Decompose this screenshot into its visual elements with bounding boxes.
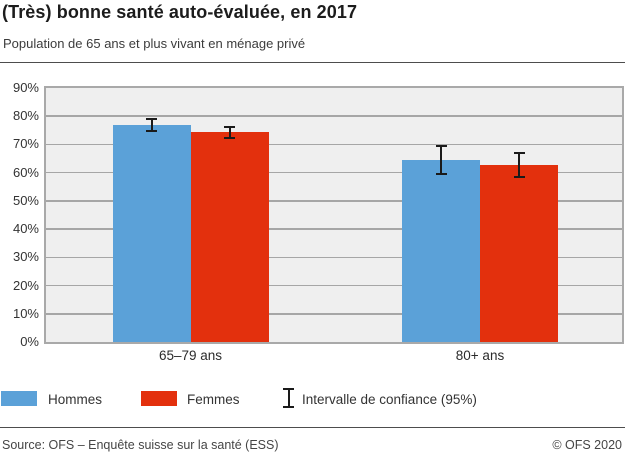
y-axis-tick-label: 50% (12, 192, 39, 208)
gridline (46, 143, 622, 146)
gridline (46, 256, 622, 259)
gridline (46, 284, 622, 287)
gridline (46, 228, 622, 230)
gridline (46, 115, 622, 117)
error-bar-femmes-1 (513, 152, 525, 178)
copyright-note: © OFS 2020 (552, 438, 622, 452)
bar-hommes-1 (402, 159, 480, 342)
x-axis-category-label: 80+ ans (455, 348, 505, 363)
plot-area (46, 88, 622, 342)
legend-swatch-femmes (141, 391, 177, 406)
legend-swatch-hommes (1, 391, 37, 406)
y-axis-tick-label: 60% (12, 164, 39, 180)
y-axis-tick-label: 40% (12, 221, 39, 237)
page-title: (Très) bonne santé auto-évaluée, en 2017 (2, 2, 358, 22)
y-axis-tick-label: 70% (12, 136, 39, 152)
legend-label-hommes: Hommes (48, 392, 103, 407)
y-axis-tick-label: 10% (12, 305, 39, 321)
gridline (46, 200, 622, 202)
page-subtitle: Population de 65 ans et plus vivant en m… (3, 36, 306, 51)
y-axis-tick-label: 30% (12, 249, 39, 265)
y-axis-tick-label: 90% (12, 80, 39, 95)
legend-label-confidence-interval: Intervalle de confiance (95%) (302, 392, 477, 407)
footer-divider (0, 427, 625, 428)
header-divider (0, 62, 625, 63)
legend-label-femmes: Femmes (187, 392, 240, 407)
x-axis-category-label: 65–79 ans (158, 348, 223, 363)
bar-femmes-0 (190, 132, 269, 342)
gridline (46, 313, 622, 315)
y-axis-tick-label: 0% (20, 334, 39, 349)
error-bar-hommes-0 (146, 118, 157, 132)
y-axis-tick-label: 20% (12, 277, 39, 293)
error-bar-femmes-0 (224, 125, 235, 139)
error-bar-hommes-1 (435, 145, 447, 175)
bar-hommes-0 (112, 124, 191, 342)
confidence-interval-icon (283, 388, 294, 408)
source-note: Source: OFS – Enquête suisse sur la sant… (2, 438, 279, 452)
y-axis-tick-label: 80% (12, 108, 39, 124)
gridline (46, 171, 622, 174)
bar-femmes-1 (480, 165, 558, 342)
